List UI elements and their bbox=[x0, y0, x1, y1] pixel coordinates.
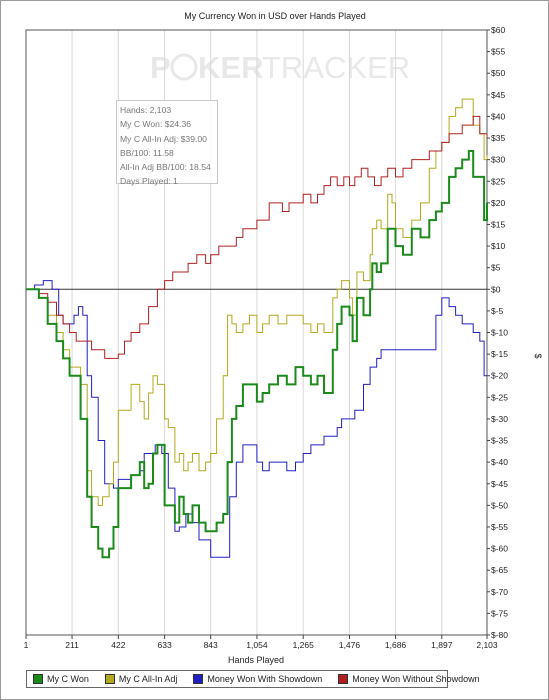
y-tick-label: $-65 bbox=[491, 565, 508, 575]
y-tick-label: $-25 bbox=[491, 392, 508, 402]
stat-allin-adj: My C All-In Adj: $39.00 bbox=[120, 133, 207, 144]
x-tick-label: 422 bbox=[111, 640, 125, 650]
y-tick-label: $55 bbox=[491, 47, 505, 57]
x-tick-label: 2,103 bbox=[476, 640, 498, 650]
y-tick-label: $-45 bbox=[491, 479, 508, 489]
y-axis-label: $ bbox=[533, 353, 543, 358]
x-tick-label: 1,476 bbox=[339, 640, 361, 650]
stat-days: Days Played: 1 bbox=[120, 176, 178, 187]
y-tick-label: $-35 bbox=[491, 436, 508, 446]
y-tick-label: $-10 bbox=[491, 328, 508, 338]
y-tick-label: $15 bbox=[491, 219, 505, 229]
stat-bb100: BB/100: 11.58 bbox=[120, 147, 174, 158]
y-tick-label: $-15 bbox=[491, 349, 508, 359]
x-axis: 1 211 422 633 843 1,054 1,265 1,476 1,686 1,897 2,… bbox=[24, 635, 498, 650]
x-tick-label: 1 bbox=[24, 640, 29, 650]
y-tick-label: $20 bbox=[491, 198, 505, 208]
y-tick-label: $35 bbox=[491, 133, 505, 143]
x-tick-label: 843 bbox=[204, 640, 218, 650]
y-tick-label: $-70 bbox=[491, 587, 508, 597]
x-axis-label: Hands Played bbox=[228, 655, 284, 665]
series-line-money-won-with-showdown bbox=[26, 280, 487, 558]
legend-item: Money Won Without Showdown bbox=[338, 674, 480, 684]
y-tick-label: $-55 bbox=[491, 522, 508, 532]
series-line-my-c-won bbox=[26, 150, 488, 559]
y-tick-label: $-30 bbox=[491, 414, 508, 424]
stat-won: My C Won: $24.36 bbox=[120, 119, 192, 130]
legend-label: My C Won bbox=[47, 674, 89, 684]
legend-label: Money Won Without Showdown bbox=[352, 674, 480, 684]
svg-text:P: P bbox=[150, 50, 171, 85]
y-tick-label: $45 bbox=[491, 90, 505, 100]
y-tick-label: $50 bbox=[491, 68, 505, 78]
x-tick-label: 211 bbox=[65, 640, 79, 650]
legend-swatch bbox=[33, 674, 43, 684]
x-tick-label: 633 bbox=[158, 640, 172, 650]
legend-swatch bbox=[104, 674, 115, 684]
y-tick-label: $-20 bbox=[491, 371, 508, 381]
x-tick-label: 1,054 bbox=[246, 640, 268, 650]
legend-item: My C Won bbox=[33, 674, 89, 684]
svg-text:KER: KER bbox=[198, 50, 263, 85]
x-tick-label: 1,897 bbox=[431, 640, 453, 650]
stats-box: Hands: 2,103 My C Won: $24.36 My C All-I… bbox=[116, 100, 218, 186]
stat-allin-bb100: All-In Adj BB/100: 18.54 bbox=[120, 162, 211, 173]
legend-item: Money Won With Showdown bbox=[193, 674, 322, 684]
y-tick-label: $-80 bbox=[491, 630, 508, 640]
chart-title: My Currency Won in USD over Hands Played bbox=[184, 11, 365, 21]
y-tick-label: $0 bbox=[491, 284, 501, 294]
y-tick-label: $25 bbox=[491, 176, 505, 186]
y-tick-label: $-5 bbox=[491, 306, 504, 316]
series-line-money-won-without-showdown bbox=[26, 115, 488, 359]
legend-swatch bbox=[338, 674, 349, 684]
y-tick-label: $30 bbox=[491, 155, 505, 165]
legend-label: Money Won With Showdown bbox=[207, 674, 323, 684]
y-tick-label: $-60 bbox=[491, 544, 508, 554]
y-axis: $60 $55 $50 $45 $40 $35 $30 $25 $20 $15 $10 $5 $0 $-5… bbox=[487, 25, 508, 640]
x-tick-label: 1,265 bbox=[293, 640, 315, 650]
legend-item: My C All-In Adj bbox=[104, 674, 178, 684]
y-tick-label: $40 bbox=[491, 111, 505, 121]
y-tick-label: $-40 bbox=[491, 457, 508, 467]
pokertracker-logo: P KER TRACKER bbox=[150, 50, 410, 85]
y-tick-label: $5 bbox=[491, 263, 501, 273]
y-tick-label: $60 bbox=[491, 25, 505, 35]
svg-text:TRACKER: TRACKER bbox=[262, 50, 410, 85]
y-tick-label: $-50 bbox=[491, 500, 508, 510]
series-line-my-c-all-in-adj bbox=[26, 98, 488, 506]
legend-label: My C All-In Adj bbox=[118, 674, 178, 684]
y-tick-label: $10 bbox=[491, 241, 505, 251]
legend-swatch bbox=[193, 674, 204, 684]
x-tick-label: 1,686 bbox=[385, 640, 407, 650]
chart-legend: My C Won My C All-In Adj Money Won With Sh… bbox=[26, 670, 480, 688]
series-lines bbox=[26, 98, 488, 559]
y-tick-label: $-75 bbox=[491, 608, 508, 618]
stat-hands: Hands: 2,103 bbox=[120, 105, 172, 115]
